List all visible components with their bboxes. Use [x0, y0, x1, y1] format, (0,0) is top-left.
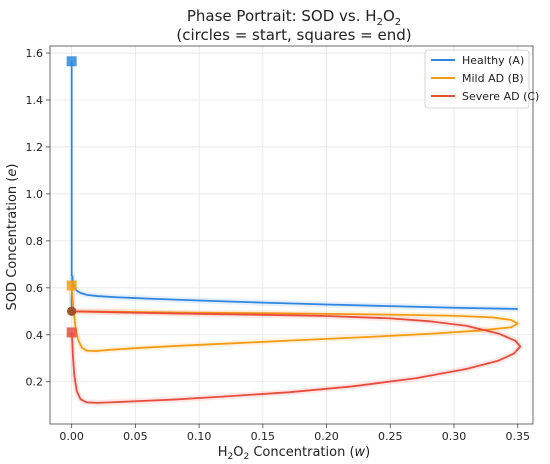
x-tick-label: 0.05 — [123, 430, 148, 443]
x-tick-label: 0.30 — [442, 430, 467, 443]
y-tick-label: 0.4 — [26, 329, 44, 342]
y-tick-label: 0.6 — [26, 282, 44, 295]
x-tick-label: 0.15 — [251, 430, 276, 443]
legend-label-healthy: Healthy (A) — [462, 54, 524, 67]
grid-lines — [50, 46, 533, 424]
x-tick-label: 0.25 — [378, 430, 403, 443]
x-tick-label: 0.10 — [187, 430, 212, 443]
x-tick-label: 0.00 — [59, 430, 84, 443]
legend: Healthy (A) Mild AD (B) Severe AD (C) — [424, 49, 539, 109]
x-tick-label: 0.20 — [314, 430, 339, 443]
y-tick-label: 1.6 — [26, 47, 44, 60]
end-square-mild — [66, 280, 77, 291]
series-line-healthy — [70, 275, 518, 312]
y-tick-label: 1.4 — [26, 94, 44, 107]
axis-ticks: 0.00 0.05 0.10 0.15 0.20 0.25 0.30 0.35 0.2 0.4 0.… — [26, 47, 530, 443]
y-tick-label: 0.8 — [26, 235, 44, 248]
y-tick-label: 0.2 — [26, 376, 44, 389]
chart-subtitle: (circles = start, squares = end) — [176, 26, 411, 44]
end-square-severe — [66, 327, 77, 338]
y-tick-label: 1.2 — [26, 141, 44, 154]
series-line-mild — [70, 285, 519, 352]
y-tick-label: 1.0 — [26, 188, 44, 201]
start-circle-severe — [67, 306, 77, 316]
legend-label-severe: Severe AD (C) — [462, 90, 539, 103]
y-axis-label: SOD Concentration (e) — [5, 164, 20, 311]
plot-frame — [49, 45, 534, 425]
x-axis-label: H2O2 Concentration (w) — [218, 445, 371, 462]
series-lines — [68, 61, 524, 406]
chart-title: Phase Portrait: SOD vs. H2O2 — [187, 7, 401, 28]
legend-label-mild: Mild AD (B) — [462, 72, 524, 85]
x-tick-label: 0.35 — [505, 430, 530, 443]
legend-box — [424, 49, 530, 109]
series-line-severe — [70, 310, 522, 404]
end-square-healthy — [66, 56, 77, 67]
start-end-markers — [66, 56, 77, 338]
